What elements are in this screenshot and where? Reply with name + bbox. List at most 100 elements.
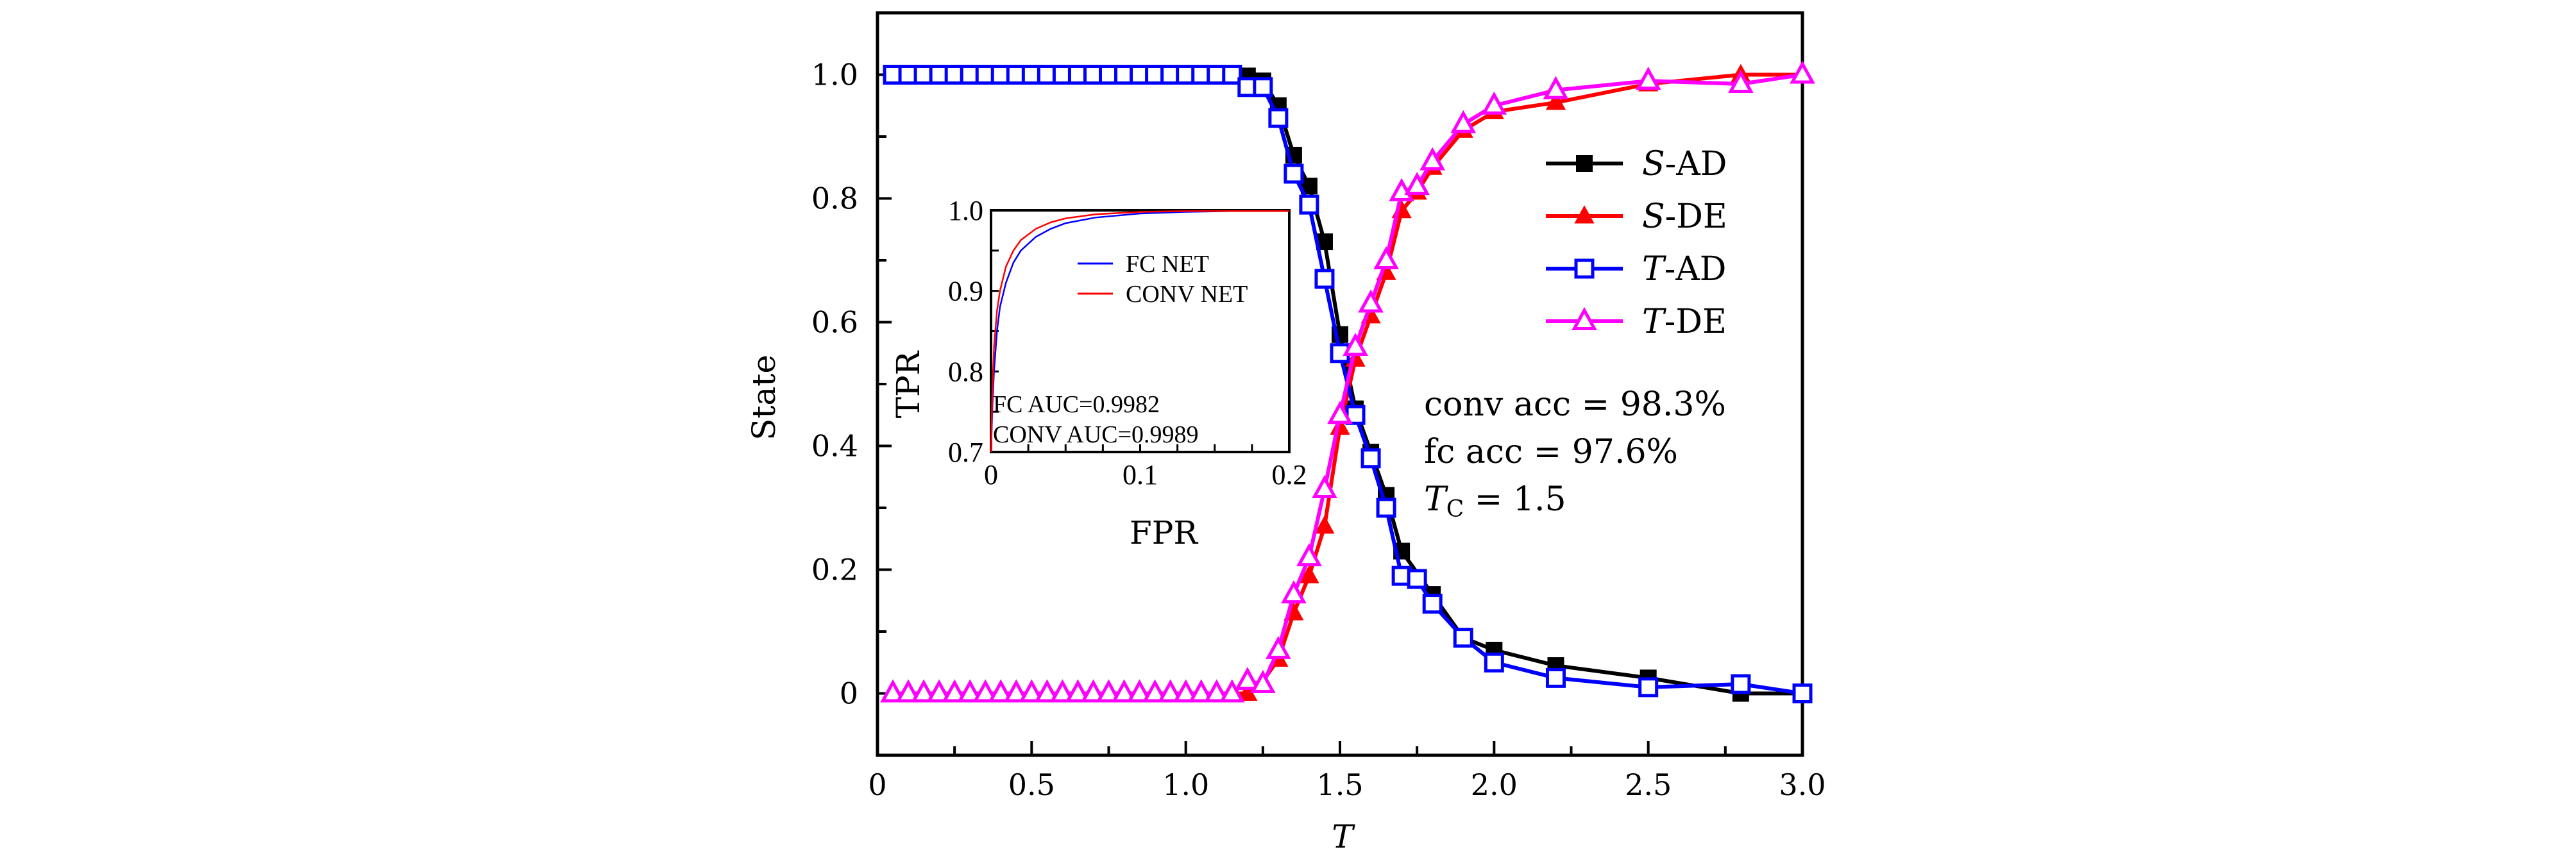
legend-label-suffix: -DE <box>1665 197 1727 236</box>
y-tick-label: 0 <box>840 676 858 711</box>
y-tick-label: 0.8 <box>811 181 858 216</box>
inset-series-conv-net <box>990 210 1289 453</box>
marker-open-square <box>1284 163 1304 184</box>
marker-open-triangle <box>1173 679 1199 703</box>
marker-filled-square <box>1576 155 1593 172</box>
inset-legend-item-conv-net: CONV NET <box>1078 281 1248 308</box>
marker-open-triangle <box>1790 60 1815 84</box>
marker-open-square <box>1574 258 1595 279</box>
x-tick-label: 3.0 <box>1779 767 1826 802</box>
series-t-de <box>880 60 1815 703</box>
marker-open-triangle <box>1049 679 1076 703</box>
marker-open-triangle <box>1296 543 1322 567</box>
legend-label-symbol: T <box>1642 303 1666 341</box>
inset-plot: 0 0.1 0.2 0.7 0.8 0.9 1.0 FC NET CONV NET <box>948 195 1307 490</box>
marker-open-triangle <box>1343 332 1368 356</box>
inset-legend-label: FC NET <box>1126 251 1209 278</box>
annotation-fc-acc: fc acc = 97.6% <box>1424 433 1678 471</box>
legend-label: T-AD <box>1642 250 1727 289</box>
legend-label-suffix: -DE <box>1665 303 1727 341</box>
marker-open-triangle <box>1450 110 1477 133</box>
marker-open-triangle <box>1142 679 1168 703</box>
x-tick-label: 2.5 <box>1625 767 1672 802</box>
marker-open-triangle <box>1404 172 1430 196</box>
inset-fc-auc: FC AUC=0.9982 <box>993 391 1160 418</box>
marker-open-triangle <box>1111 679 1137 703</box>
main-plot: 0 0.5 1.0 1.5 2.0 2.5 3.000.20.40.60.81.0S-ADS… <box>811 11 1826 802</box>
inset-y-axis-label: TPR <box>890 350 927 418</box>
marker-open-square <box>1299 194 1319 215</box>
marker-open-square <box>1484 652 1504 673</box>
marker-open-triangle <box>1157 679 1183 703</box>
marker-open-triangle <box>926 679 952 703</box>
marker-open-triangle <box>895 679 921 703</box>
y-tick-label: 1.0 <box>811 58 858 92</box>
marker-open-triangle <box>972 679 999 703</box>
marker-open-square <box>1792 683 1813 703</box>
marker-open-triangle <box>1203 679 1230 703</box>
legend-label-symbol: S <box>1642 145 1665 183</box>
marker-open-triangle <box>1572 306 1597 330</box>
marker-open-square <box>1253 77 1273 97</box>
marker-open-triangle <box>1080 679 1106 703</box>
x-tick-label: 0.5 <box>1008 767 1055 802</box>
x-tick-label: 2.0 <box>1471 767 1518 802</box>
marker-open-triangle <box>1419 147 1446 171</box>
marker-open-triangle <box>880 679 906 703</box>
inset-series-fc-net <box>990 210 1289 453</box>
marker-open-triangle <box>957 679 983 703</box>
marker-open-square <box>1268 108 1289 128</box>
inset-x-tick-label: 0 <box>984 459 998 490</box>
inset-x-tick-label: 0.2 <box>1272 459 1307 490</box>
marker-open-square <box>1422 594 1443 614</box>
legend: S-ADS-DET-ADT-DE <box>1546 145 1727 341</box>
inset-y-tick-label: 0.7 <box>948 437 983 468</box>
legend-item-s-ad: S-AD <box>1546 145 1727 183</box>
inset-y-tick-label: 1.0 <box>948 195 983 226</box>
inset-y-tick-label: 0.8 <box>948 356 983 387</box>
y-axis-label: State <box>745 355 783 440</box>
y-tick-label: 0.4 <box>811 429 858 464</box>
marker-open-triangle <box>1389 178 1414 201</box>
marker-open-square <box>1360 448 1381 469</box>
marker-open-triangle <box>988 679 1014 703</box>
annotation-tc: TC = 1.5 <box>1424 480 1566 523</box>
marker-open-triangle <box>1358 289 1384 313</box>
annotation-tc-symbol: T <box>1424 480 1448 519</box>
marker-open-square <box>1376 498 1396 518</box>
marker-open-square <box>1407 569 1427 589</box>
marker-open-triangle <box>1219 679 1245 703</box>
marker-open-triangle <box>1373 246 1399 269</box>
legend-label-suffix: -AD <box>1665 145 1727 183</box>
marker-filled-triangle <box>1314 515 1335 534</box>
marker-open-square <box>1314 269 1335 289</box>
legend-label: T-DE <box>1642 303 1727 341</box>
legend-label: S-AD <box>1642 145 1727 183</box>
y-tick-label: 0.6 <box>811 305 858 340</box>
marker-open-triangle <box>1481 91 1507 115</box>
marker-open-triangle <box>1096 679 1122 703</box>
x-tick-label: 0 <box>868 767 886 802</box>
inset-x-axis-label: FPR <box>1130 514 1198 551</box>
marker-open-square <box>1545 667 1566 688</box>
marker-filled-triangle <box>1574 205 1595 224</box>
inset-x-tick-label: 0.1 <box>1123 459 1158 490</box>
marker-open-triangle <box>1034 679 1060 703</box>
marker-open-triangle <box>1065 679 1091 703</box>
marker-open-triangle <box>1635 67 1661 90</box>
inset-y-tick-label: 0.9 <box>948 276 983 307</box>
marker-open-triangle <box>1281 580 1307 604</box>
x-tick-label: 1.0 <box>1162 767 1209 802</box>
marker-open-triangle <box>942 679 967 703</box>
inset-legend-item-fc-net: FC NET <box>1078 251 1209 278</box>
legend-label-suffix: -AD <box>1665 250 1727 289</box>
inset-conv-auc: CONV AUC=0.9989 <box>993 421 1199 448</box>
annotation-tc-value: = 1.5 <box>1464 480 1566 519</box>
marker-open-triangle <box>1003 679 1030 703</box>
annotation-conv-acc: conv acc = 98.3% <box>1424 385 1726 424</box>
x-tick-label: 1.5 <box>1316 767 1363 802</box>
legend-item-t-ad: T-AD <box>1546 250 1727 289</box>
marker-open-square <box>1731 674 1751 694</box>
marker-open-triangle <box>1019 679 1045 703</box>
